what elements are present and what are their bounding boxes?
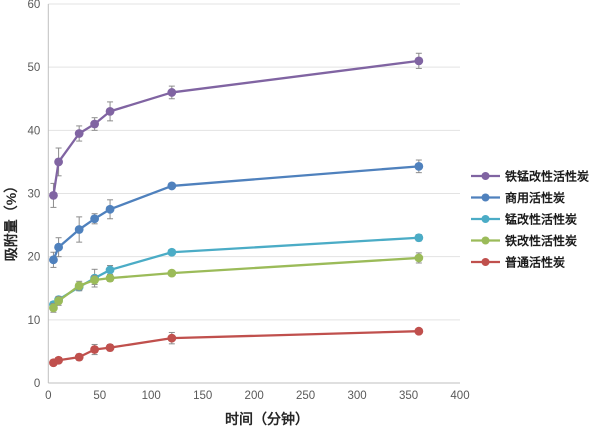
x-tick-label: 300 bbox=[347, 390, 366, 402]
y-tick-label: 50 bbox=[28, 62, 41, 74]
data-point-marker bbox=[90, 275, 100, 285]
legend-label: 铁改性活性炭 bbox=[505, 233, 577, 248]
data-point-marker bbox=[167, 333, 177, 343]
y-axis-title: 吸附量（%） bbox=[3, 179, 19, 261]
x-tick-label: 200 bbox=[245, 390, 264, 402]
legend-item: 商用活性炭 bbox=[471, 190, 565, 205]
data-point-marker bbox=[74, 225, 84, 234]
data-point-marker bbox=[90, 214, 100, 224]
legend-label: 铁锰改性活性炭 bbox=[505, 169, 589, 184]
tick-labels: 0 10 20 30 40 50 60 0 50 100 150 200 250 300 350 400 bbox=[28, 0, 470, 402]
legend-item: 普通活性炭 bbox=[471, 255, 565, 270]
axes bbox=[47, 4, 460, 384]
legend-label: 商用活性炭 bbox=[505, 190, 565, 205]
data-point-marker bbox=[74, 129, 84, 138]
legend-item: 铁锰改性活性炭 bbox=[471, 169, 589, 184]
data-point-marker bbox=[105, 273, 115, 283]
data-point-marker bbox=[74, 281, 84, 291]
data-point-marker bbox=[54, 296, 63, 306]
data-point-marker bbox=[49, 303, 58, 313]
data-point-marker bbox=[105, 265, 115, 275]
data-point-marker bbox=[167, 247, 177, 257]
data-point-marker bbox=[74, 352, 84, 362]
x-tick-label: 250 bbox=[296, 390, 315, 402]
y-tick-label: 40 bbox=[28, 125, 41, 137]
gridlines bbox=[48, 3, 460, 321]
data-point-marker bbox=[414, 56, 424, 66]
data-point-marker bbox=[414, 326, 424, 336]
data-point-marker bbox=[105, 204, 115, 214]
y-tick-label: 10 bbox=[28, 315, 41, 327]
series-铁改性活性炭 bbox=[49, 252, 424, 313]
data-series bbox=[49, 52, 424, 368]
x-tick-label: 150 bbox=[193, 390, 212, 402]
legend-item: 铁改性活性炭 bbox=[471, 233, 577, 248]
series-铁锰改性活性炭 bbox=[49, 52, 424, 208]
legend-marker-dot bbox=[481, 258, 490, 266]
data-point-marker bbox=[54, 242, 63, 252]
x-tick-label: 0 bbox=[45, 390, 51, 402]
legend-marker-dot bbox=[481, 172, 490, 180]
legend-label: 锰改性活性炭 bbox=[505, 212, 577, 227]
series-锰改性活性炭 bbox=[49, 233, 424, 310]
y-tick-label: 30 bbox=[28, 189, 41, 201]
data-point-marker bbox=[49, 190, 58, 200]
x-tick-label: 350 bbox=[399, 390, 418, 402]
data-point-marker bbox=[54, 157, 63, 167]
y-tick-label: 60 bbox=[28, 0, 41, 11]
data-point-marker bbox=[414, 233, 424, 243]
data-point-marker bbox=[167, 88, 177, 97]
data-point-marker bbox=[414, 161, 424, 171]
data-point-marker bbox=[105, 343, 115, 353]
y-tick-label: 20 bbox=[28, 252, 41, 264]
data-point-marker bbox=[414, 253, 424, 263]
data-point-marker bbox=[167, 181, 177, 191]
series-商用活性炭 bbox=[49, 159, 424, 268]
y-tick-label: 0 bbox=[34, 378, 40, 390]
series-普通活性炭 bbox=[49, 326, 424, 368]
data-point-marker bbox=[90, 345, 100, 354]
x-axis-title: 时间（分钟） bbox=[225, 411, 309, 427]
legend-marker-dot bbox=[481, 215, 490, 223]
legend-marker-dot bbox=[481, 193, 490, 202]
legend-marker-dot bbox=[481, 236, 490, 245]
x-tick-label: 400 bbox=[450, 390, 469, 402]
x-tick-label: 100 bbox=[142, 390, 161, 402]
x-tick-label: 50 bbox=[93, 390, 106, 402]
legend-item: 锰改性活性炭 bbox=[471, 212, 577, 227]
data-point-marker bbox=[90, 119, 100, 129]
series-line bbox=[52, 59, 420, 197]
data-point-marker bbox=[49, 255, 58, 265]
data-point-marker bbox=[54, 355, 63, 365]
data-point-marker bbox=[105, 106, 115, 116]
legend-label: 普通活性炭 bbox=[505, 255, 565, 270]
data-point-marker bbox=[167, 268, 177, 278]
